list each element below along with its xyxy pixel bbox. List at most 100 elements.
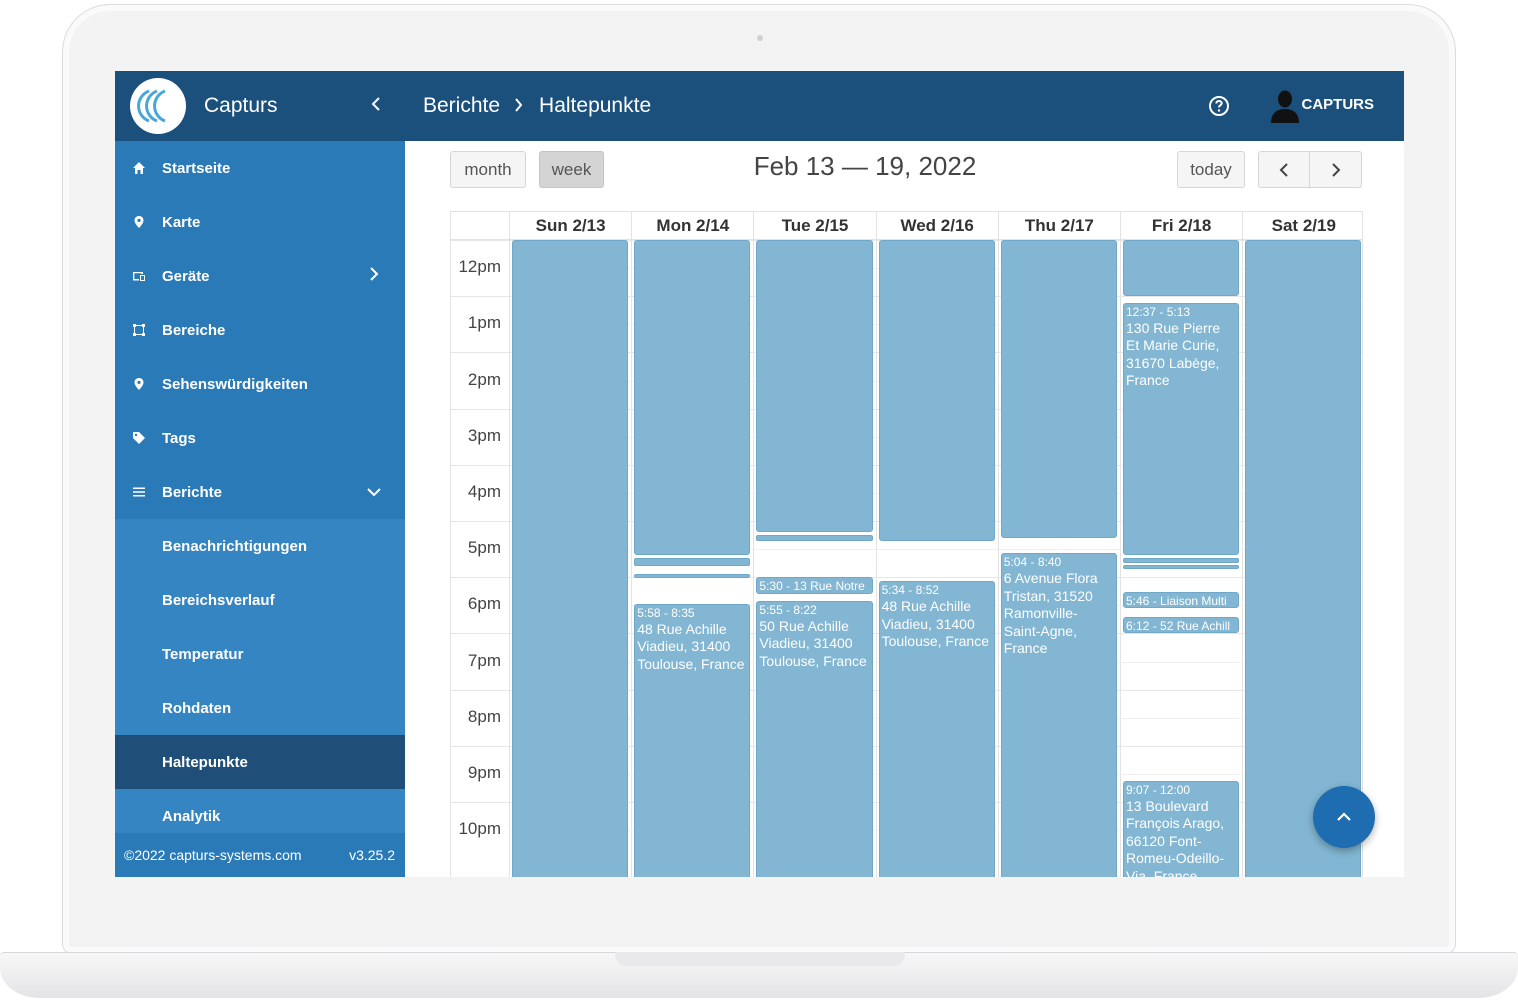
chevron-left-icon [1279,162,1288,177]
week-calendar: Sun 2/13 Mon 2/14 Tue 2/15 Wed 2/16 Thu 2/17… [450,211,1363,877]
event-time: 5:46 - Liaison Multi [1126,594,1227,609]
sidebar-item-label: Geräte [162,267,210,285]
month-view-button[interactable]: month [450,151,526,188]
next-week-button[interactable] [1310,151,1362,188]
prev-week-button[interactable] [1258,151,1310,188]
laptop-notch [615,952,905,966]
calendar-event[interactable] [512,240,629,877]
logo-waves-icon [137,89,166,123]
event-title: 6 Avenue Flora Tristan, 31520 Ramonville… [1003,570,1098,657]
calendar-event[interactable]: 6:12 - 52 Rue Achill [1123,616,1240,634]
app-screen: Capturs Startseite Karte Geräte Bereiche… [115,71,1404,877]
chevron-right-icon [1331,162,1340,177]
sidebar-item-berichte[interactable]: Berichte [115,465,405,519]
breadcrumb-separator-icon [514,96,523,117]
day-header[interactable]: Mon 2/14 [631,212,753,240]
calendar-event[interactable] [634,574,751,579]
breadcrumb-current: Haltepunkte [539,94,652,117]
calendar-event[interactable] [1123,557,1240,564]
calendar-event[interactable]: 5:34 - 8:52 48 Rue Achille Viadieu, 31400… [878,581,995,877]
calendar-event[interactable] [756,535,873,541]
footer-copyright[interactable]: ©2022 capturs-systems.com [124,847,302,863]
sidebar-item-karte[interactable]: Karte [115,195,405,249]
calendar-event[interactable] [1245,240,1362,877]
hour-label: 6pm [467,594,501,614]
event-title: 48 Rue Achille Viadieu, 31400 Toulouse, … [881,598,989,650]
day-column-divider [997,240,999,877]
camera-dot [757,35,763,41]
top-bar: Berichte Haltepunkte CAPTURS [405,71,1404,141]
hour-label: 9pm [467,762,501,782]
list-icon [132,485,146,499]
event-time: 5:04 - 8:40 [1003,555,1062,570]
calendar-event[interactable]: 5:04 - 8:40 6 Avenue Flora Tristan, 31520… [1000,553,1117,877]
day-column-divider [1120,240,1121,877]
calendar-event[interactable] [634,240,751,555]
capturs-logo[interactable] [130,78,186,134]
help-circle-icon[interactable] [1208,95,1230,117]
day-header[interactable]: Fri 2/18 [1120,212,1242,240]
day-header[interactable]: Sat 2/19 [1242,212,1362,240]
sidebar-subitem-rohdaten[interactable]: Rohdaten [115,681,405,735]
hour-label: 8pm [467,706,501,726]
day-header[interactable]: Tue 2/15 [753,212,875,240]
sidebar-item-label: Sehenswürdigkeiten [162,375,308,393]
chevron-right-icon [370,267,379,281]
devices-icon [132,269,146,283]
calendar-event[interactable]: 5:30 - 13 Rue Notre [756,577,873,595]
sidebar-collapse-button[interactable] [371,95,381,116]
calendar-event[interactable] [878,240,995,541]
sidebar-item-bereiche[interactable]: Bereiche [115,303,405,357]
scroll-top-button[interactable] [1313,786,1375,848]
sidebar-subitem-bereichsverlauf[interactable]: Bereichsverlauf [115,573,405,627]
chevron-left-icon [371,97,380,111]
sidebar-subitem-temperatur[interactable]: Temperatur [115,627,405,681]
day-header[interactable]: Thu 2/17 [997,212,1120,240]
map-pin-icon [132,215,146,229]
hour-label: 4pm [467,481,501,501]
calendar-event[interactable]: 5:46 - Liaison Multi [1123,592,1240,609]
calendar-event[interactable] [756,240,873,533]
home-icon [132,161,146,175]
sidebar-footer: ©2022 capturs-systems.com v3.25.2 [115,833,405,877]
calendar-event[interactable]: 5:58 - 8:35 48 Rue Achille Viadieu, 31400… [634,603,751,877]
user-avatar-icon[interactable] [1270,89,1300,123]
today-button[interactable]: today [1177,151,1245,188]
calendar-title: Feb 13 — 19, 2022 [753,151,977,181]
sidebar-item-tags[interactable]: Tags [115,411,405,465]
user-name[interactable]: CAPTURS [1301,96,1374,113]
hour-label: 1pm [467,313,501,333]
calendar-event[interactable] [1123,564,1240,569]
brand-header: Capturs [115,71,405,141]
sidebar-item-label: Tags [162,429,196,447]
calendar-event[interactable] [1123,240,1240,297]
sidebar-item-startseite[interactable]: Startseite [115,141,405,195]
event-time: 5:55 - 8:22 [759,602,817,617]
sidebar-item-label: Bereiche [162,321,226,339]
calendar-event[interactable] [634,557,751,566]
sidebar-item-label: Karte [162,213,201,231]
sidebar: Capturs Startseite Karte Geräte Bereiche… [115,71,405,877]
calendar-event[interactable]: 12:37 - 5:13 130 Rue Pierre Et Marie Curi… [1123,302,1240,555]
event-time: 9:07 - 12:00 [1126,782,1191,797]
day-column-divider [753,240,755,877]
hour-label: 10pm [458,819,501,839]
event-title: 50 Rue Achille Viadieu, 31400 Toulouse, … [759,617,867,669]
sidebar-item-sehenswuerdigkeiten[interactable]: Sehenswürdigkeiten [115,357,405,411]
calendar-event[interactable]: 9:07 - 12:00 13 Boulevard François Arago,… [1123,780,1240,877]
breadcrumb-parent[interactable]: Berichte [423,94,501,117]
sidebar-subitem-benachrichtigungen[interactable]: Benachrichtigungen [115,519,405,573]
sidebar-subitem-haltepunkte[interactable]: Haltepunkte [115,735,405,789]
day-header[interactable]: Wed 2/16 [875,212,998,240]
calendar-event[interactable]: 5:55 - 8:22 50 Rue Achille Viadieu, 31400… [756,600,873,877]
chevron-up-icon [1337,812,1351,821]
day-header[interactable]: Sun 2/13 [509,212,631,240]
footer-version: v3.25.2 [349,847,395,863]
event-time: 12:37 - 5:13 [1126,304,1191,319]
day-column-divider [631,240,633,877]
sidebar-item-geraete[interactable]: Geräte [115,249,405,303]
event-title: 13 Boulevard François Arago, 66120 Font-… [1126,797,1225,877]
week-view-button[interactable]: week [539,151,604,188]
brand-name: Capturs [204,94,278,117]
calendar-event[interactable] [1000,240,1117,538]
